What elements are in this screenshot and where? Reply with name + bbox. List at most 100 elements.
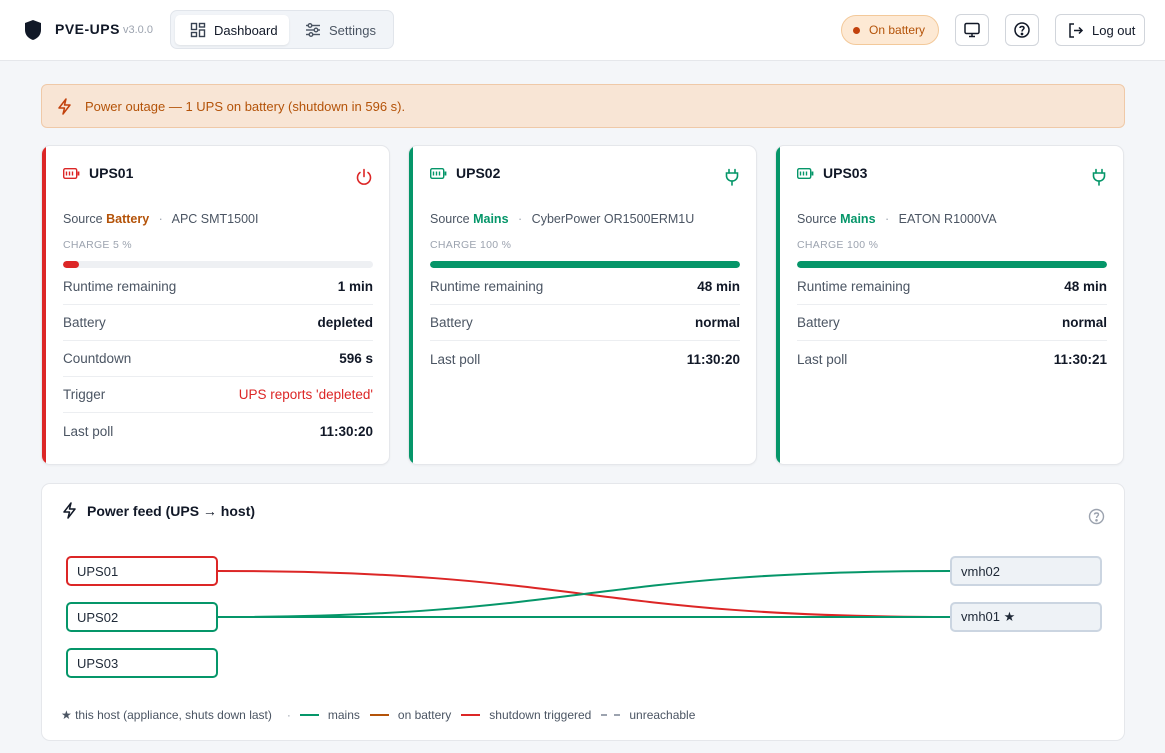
detail-row: Battery depleted [63, 305, 373, 341]
legend-on-battery: on battery [369, 708, 451, 722]
separator: · [286, 708, 291, 722]
legend-mains: mains [299, 708, 360, 722]
detail-value: normal [694, 315, 740, 330]
detail-key: Battery [63, 315, 106, 330]
detail-value: depleted [317, 315, 373, 330]
battery-icon [797, 167, 814, 179]
power-outage-alert: Power outage — 1 UPS on battery (shutdow… [41, 84, 1125, 128]
charge-bar [63, 261, 373, 268]
separator: · [158, 212, 163, 226]
legend-star-note: ★ this host (appliance, shuts down last) [61, 708, 272, 722]
detail-row: Runtime remaining 48 min [430, 269, 740, 305]
plug-icon [1092, 168, 1106, 186]
source-line: Source Battery · APC SMT1500I [63, 212, 258, 226]
help-icon[interactable] [1088, 508, 1105, 525]
source-value: Mains [840, 212, 876, 226]
detail-row: Runtime remaining 1 min [63, 269, 373, 305]
ups-model: CyberPower OR1500ERM1U [531, 212, 695, 226]
detail-row: Last poll 11:30:20 [63, 413, 373, 449]
detail-key: Runtime remaining [63, 279, 177, 294]
ups-name: UPS01 [89, 165, 134, 181]
battery-icon [63, 167, 80, 179]
tab-settings[interactable]: Settings [290, 15, 390, 45]
detail-value: 596 s [339, 351, 373, 366]
detail-value: 1 min [337, 279, 373, 294]
charge-bar [430, 261, 740, 268]
source-line: Source Mains · CyberPower OR1500ERM1U [430, 212, 694, 226]
sliders-icon [306, 23, 320, 37]
power-feed-links [217, 570, 951, 618]
ups-node[interactable]: UPS03 [66, 648, 218, 678]
ups-details: Runtime remaining 48 min Battery normal Last… [797, 269, 1107, 377]
detail-value: 48 min [697, 279, 740, 294]
ups-details: Runtime remaining 48 min Battery normal Last… [430, 269, 740, 377]
legend-mains-label: mains [327, 708, 360, 722]
source-label: Source [63, 212, 103, 226]
alert-text: Power outage — 1 UPS on battery (shutdow… [85, 98, 406, 114]
battery-icon [430, 167, 447, 179]
monitor-button[interactable] [955, 14, 989, 46]
legend-shutdown: shutdown triggered [461, 708, 591, 722]
source-line: Source Mains · EATON R1000VA [797, 212, 997, 226]
detail-key: Runtime remaining [797, 279, 911, 294]
detail-value: 11:30:21 [1053, 351, 1107, 367]
legend-swatch [601, 714, 621, 716]
legend-swatch [461, 714, 481, 716]
detail-row: Last poll 11:30:21 [797, 341, 1107, 377]
detail-row: Runtime remaining 48 min [797, 269, 1107, 305]
dashboard-icon [190, 22, 206, 38]
feed-link [217, 570, 951, 618]
app-name: PVE-UPS [55, 21, 120, 37]
ups-name: UPS02 [456, 165, 501, 181]
host-node[interactable]: vmh02 [950, 556, 1102, 586]
source-value: Battery [106, 212, 150, 226]
source-label: Source [797, 212, 837, 226]
charge-label: CHARGE 100 % [430, 239, 512, 251]
detail-value: 48 min [1064, 279, 1107, 294]
tab-settings-label: Settings [329, 22, 376, 38]
detail-key: Trigger [63, 387, 106, 402]
power-feed-panel: Power feed (UPS → host) UPS01 UPS02 UPS0… [41, 483, 1125, 741]
detail-key: Battery [797, 315, 840, 330]
ups-card: UPS03 Source Mains · EATON R1000VA CHARG… [775, 145, 1124, 465]
legend-unreachable: unreachable [601, 708, 695, 722]
detail-key: Last poll [430, 351, 481, 367]
detail-row: Last poll 11:30:20 [430, 341, 740, 377]
ups-node[interactable]: UPS02 [66, 602, 218, 632]
ups-name: UPS03 [823, 165, 868, 181]
charge-bar-fill [63, 261, 79, 268]
source-label: Source [430, 212, 470, 226]
plug-icon [725, 168, 739, 186]
bolt-icon [58, 97, 71, 115]
legend-swatch [369, 714, 389, 716]
detail-key: Countdown [63, 351, 132, 366]
status-stripe [42, 146, 46, 464]
ups-details: Runtime remaining 1 min Battery depleted Cou… [63, 269, 373, 449]
detail-row: Battery normal [797, 305, 1107, 341]
help-button[interactable] [1005, 14, 1039, 46]
logout-label: Log out [1092, 22, 1136, 38]
logout-button[interactable]: Log out [1055, 14, 1145, 46]
detail-row: Trigger UPS reports 'depleted' [63, 377, 373, 413]
ups-card: UPS02 Source Mains · CyberPower OR1500ER… [408, 145, 757, 465]
detail-key: Last poll [797, 351, 848, 367]
detail-key: Runtime remaining [430, 279, 544, 294]
detail-value: normal [1061, 315, 1107, 330]
detail-value: 11:30:20 [686, 351, 740, 367]
ups-node[interactable]: UPS01 [66, 556, 218, 586]
detail-row: Countdown 596 s [63, 341, 373, 377]
power-feed-title: Power feed (UPS → host) [87, 502, 256, 519]
logout-icon [1069, 22, 1084, 38]
tab-dashboard[interactable]: Dashboard [175, 15, 289, 45]
separator: · [518, 212, 523, 226]
host-node[interactable]: vmh01 ★ [950, 602, 1102, 632]
ups-card: UPS01 Source Battery · APC SMT1500I CHAR… [41, 145, 390, 465]
charge-bar-fill [797, 261, 1107, 268]
app-version: v3.0.0 [123, 24, 153, 36]
source-value: Mains [473, 212, 509, 226]
shield-icon [25, 20, 41, 40]
ups-model: APC SMT1500I [171, 212, 259, 226]
status-badge: On battery [841, 15, 939, 45]
charge-label: CHARGE 100 % [797, 239, 879, 251]
legend-shutdown-label: shutdown triggered [489, 708, 592, 722]
